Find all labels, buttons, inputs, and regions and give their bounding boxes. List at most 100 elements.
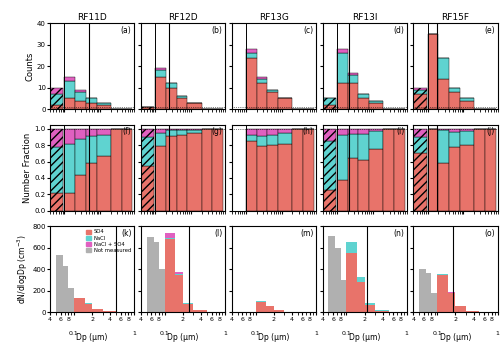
Bar [292,129,303,211]
Bar [320,129,336,141]
Bar [438,130,449,163]
Bar [75,92,86,100]
Bar [75,129,86,138]
Bar [348,129,358,134]
Bar [155,77,166,109]
Bar [155,70,166,77]
Bar [155,146,166,211]
Bar [460,131,474,145]
Bar [438,79,449,109]
Text: (e): (e) [484,26,495,35]
Bar [138,129,154,137]
Text: (o): (o) [484,229,495,238]
Bar [449,132,460,147]
Bar [246,135,256,141]
Bar [166,136,176,211]
Text: 1: 1 [223,331,227,336]
Title: RF15F: RF15F [442,13,469,22]
Bar [268,90,278,92]
Bar [256,136,268,146]
X-axis label: Dp (μm): Dp (μm) [167,333,198,342]
Bar [303,129,314,211]
Bar [111,129,122,211]
Title: RF13G: RF13G [259,13,288,22]
Bar [438,163,449,211]
Bar [410,94,426,109]
Bar [449,147,460,211]
Text: (k): (k) [121,229,132,238]
Text: (n): (n) [394,229,404,238]
Bar [358,160,369,211]
Bar [358,94,369,98]
Text: (a): (a) [121,26,132,35]
Bar [138,166,154,211]
Bar [64,77,75,81]
Bar [75,175,86,211]
Bar [256,77,268,79]
Bar [246,49,256,53]
Bar [86,103,97,109]
Bar [449,129,460,132]
Text: 0.1: 0.1 [251,331,260,336]
Text: (c): (c) [303,26,314,35]
Bar [256,83,268,109]
Bar [212,129,223,211]
Bar [460,129,474,131]
Bar [188,129,202,130]
Text: (l): (l) [214,229,222,238]
Bar [320,141,336,190]
Bar [86,136,97,163]
Text: (d): (d) [394,26,404,35]
Bar [410,88,426,90]
Text: 0.1: 0.1 [160,331,170,336]
Bar [246,129,256,135]
Bar [460,145,474,211]
Text: 1: 1 [404,331,408,336]
Bar [176,96,188,98]
Bar [337,53,347,83]
Text: (f): (f) [123,127,132,136]
Bar [176,130,188,135]
Text: (m): (m) [300,229,314,238]
Bar [394,129,405,211]
Text: (h): (h) [302,127,314,136]
Bar [348,134,358,158]
Bar [320,105,336,109]
Bar [348,75,358,83]
Bar [75,90,86,92]
Bar [358,134,369,160]
Bar [176,135,188,211]
Bar [410,90,426,94]
Bar [96,135,111,156]
Bar [96,103,111,105]
Text: (g): (g) [212,127,222,136]
Title: RF12D: RF12D [168,13,198,22]
Bar [337,129,347,135]
Bar [369,129,384,131]
Bar [246,53,256,58]
Bar [86,163,97,211]
Bar [337,180,347,211]
Bar [155,68,166,70]
Bar [358,129,369,134]
Text: (j): (j) [486,127,495,136]
Bar [47,94,63,105]
Bar [166,83,176,88]
Bar [278,98,292,109]
Bar [96,105,111,109]
Bar [449,92,460,109]
Bar [268,129,278,135]
Bar [485,129,496,211]
X-axis label: Dp (μm): Dp (μm) [440,333,471,342]
Bar [320,98,336,105]
Bar [166,129,176,130]
Bar [155,133,166,146]
Bar [410,137,426,153]
Bar [64,98,75,109]
Bar [138,137,154,166]
Bar [47,193,63,211]
Bar [268,145,278,211]
Bar [256,146,268,211]
Bar [166,88,176,109]
Bar [64,129,75,144]
